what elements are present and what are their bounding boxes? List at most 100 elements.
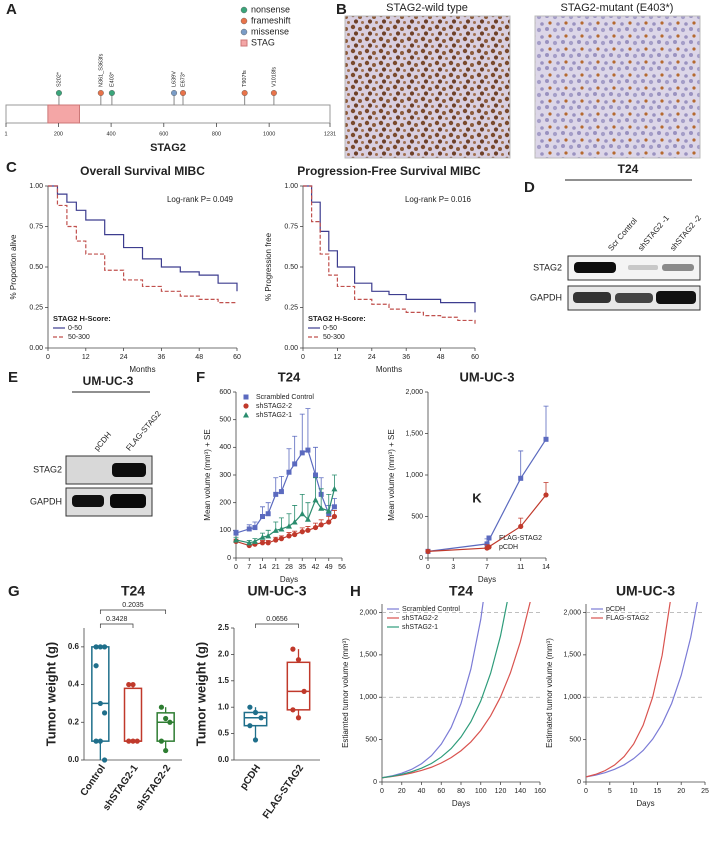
- marker: [484, 541, 490, 547]
- marker: [292, 531, 298, 538]
- marker: [233, 530, 239, 536]
- y-tick-label: 500: [365, 736, 377, 743]
- point: [290, 646, 296, 652]
- panel-label: F: [196, 369, 205, 386]
- series-line: [586, 602, 698, 778]
- series-line: [428, 494, 547, 552]
- legend-label: 50-300: [68, 334, 90, 341]
- marker: [243, 412, 249, 418]
- legend-label: shSTAG2-2: [402, 615, 438, 622]
- chart-title: UM-UC-3: [616, 583, 675, 599]
- x-tick-label: 5: [608, 788, 612, 795]
- error-bar: [286, 448, 292, 473]
- y-tick-label: 1,500: [359, 652, 377, 659]
- x-tick-label: 21: [272, 564, 280, 571]
- error-bar: [313, 446, 318, 475]
- chart-title: Overall Survival MIBC: [80, 164, 205, 178]
- series-line: [303, 185, 476, 324]
- marker: [518, 523, 524, 530]
- legend-label: shSTAG2-2: [256, 403, 292, 410]
- point: [252, 737, 259, 743]
- annotation: Log-rank P= 0.049: [167, 195, 234, 204]
- marker: [486, 544, 492, 550]
- point: [97, 700, 103, 707]
- y-tick-label: 2,000: [405, 389, 423, 396]
- lane-label: Scr Control: [606, 216, 639, 253]
- mutation: [180, 89, 187, 96]
- series-line: [48, 185, 238, 292]
- legend-label: Scrambled Control: [402, 606, 460, 613]
- legend-label: 0-50: [68, 325, 82, 332]
- x-tick-label: 11: [517, 564, 524, 571]
- marker: [312, 524, 319, 531]
- x-tick-label: 160: [534, 788, 546, 795]
- chart-title: T24: [278, 369, 301, 384]
- mutation: [270, 89, 277, 96]
- marker: [259, 534, 266, 540]
- marker: [273, 491, 279, 497]
- box: [91, 646, 110, 742]
- chart-title: T24: [121, 583, 145, 599]
- mutation-label: T907fs: [242, 70, 248, 87]
- marker: [292, 461, 298, 467]
- point: [158, 738, 165, 744]
- marker: [312, 496, 319, 503]
- error-bar: [313, 477, 318, 500]
- marker: [326, 519, 332, 525]
- y-tick-label: 0.6: [68, 642, 80, 651]
- point: [101, 644, 108, 650]
- legend-swatch: [240, 6, 248, 14]
- legend-label: nonsense: [251, 4, 290, 14]
- x-tick-label: 12: [334, 354, 342, 361]
- marker: [318, 505, 325, 511]
- y-axis-title: Tumor weight (g): [193, 642, 208, 746]
- marker: [246, 539, 253, 546]
- band: [662, 264, 694, 271]
- x-tick-label: FLAG-STAG2: [261, 763, 306, 821]
- legend-label: STAG: [251, 37, 275, 47]
- series-line: [382, 602, 484, 779]
- y-tick-label: 0.4: [68, 680, 80, 689]
- x-tick-label: pCDH: [238, 763, 263, 792]
- y-tick-label: 0: [227, 555, 231, 562]
- y-tick-label: 1.00: [29, 183, 43, 190]
- y-tick-label: 0.50: [284, 264, 298, 271]
- marker: [299, 510, 306, 517]
- marker: [425, 548, 431, 554]
- y-tick-label: 1,000: [359, 694, 377, 701]
- error-bar: [292, 435, 298, 464]
- mutation-label: S202*: [56, 71, 62, 87]
- band: [110, 494, 146, 508]
- box: [123, 687, 143, 742]
- mutation-label: E673*: [180, 71, 186, 87]
- point: [167, 719, 173, 725]
- y-tick-label: 0.75: [284, 223, 298, 230]
- x-tick-label: 120: [495, 788, 507, 795]
- marker: [252, 525, 258, 531]
- band: [628, 265, 658, 270]
- point: [134, 738, 140, 744]
- legend-swatch: [240, 39, 248, 47]
- error-bar: [273, 477, 279, 495]
- row-label: GAPDH: [30, 496, 62, 506]
- y-tick-label: 0: [577, 779, 581, 786]
- legend-label: frameshift: [251, 15, 291, 25]
- legend-swatch: [240, 28, 248, 36]
- x-tick-label: 600: [159, 131, 168, 137]
- y-tick-label: 0.75: [29, 223, 43, 230]
- p-value: 0.2035: [122, 602, 144, 609]
- x-tick-label: 48: [437, 354, 445, 361]
- marker: [273, 537, 279, 543]
- marker: [305, 527, 311, 533]
- marker: [278, 525, 285, 532]
- x-tick-label: 0: [234, 564, 238, 571]
- error-bar: [278, 475, 284, 492]
- legend-label: pCDH: [499, 544, 518, 551]
- blot-title: UM-UC-3: [83, 374, 134, 388]
- point: [97, 738, 103, 744]
- x-tick-label: Control: [79, 763, 109, 799]
- ihc-image: [534, 15, 701, 159]
- y-axis-title: Mean volume (mm³) + SE: [387, 429, 396, 520]
- marker: [486, 535, 492, 541]
